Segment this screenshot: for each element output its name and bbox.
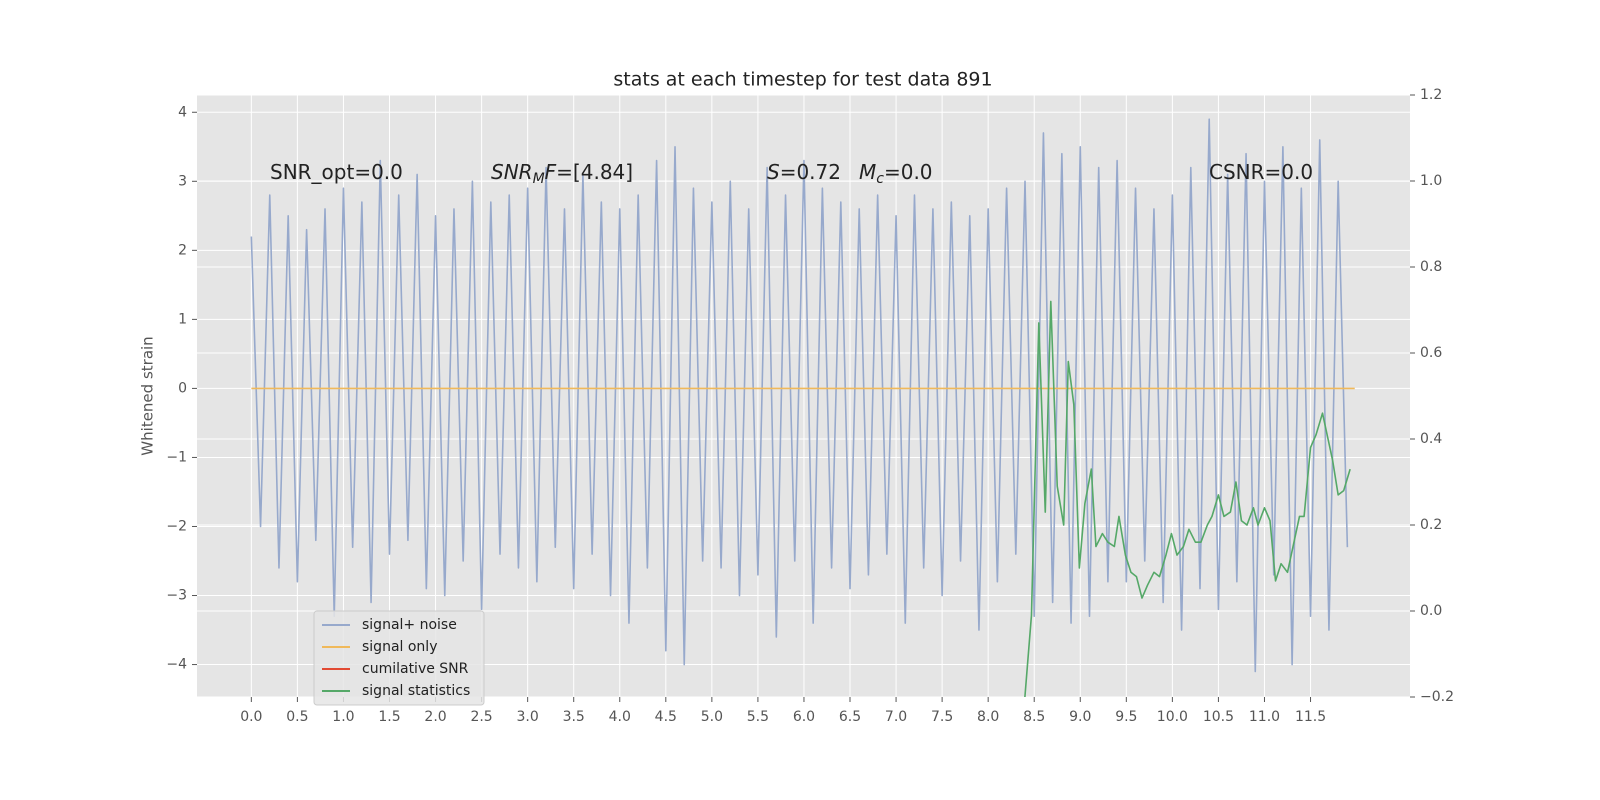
annotation-text: =0.0 [884, 160, 933, 184]
x-tick-label: 3.5 [563, 709, 585, 725]
annotation-text: =[4.84] [556, 160, 633, 184]
x-tick-label: 10.5 [1203, 709, 1234, 725]
y-tick-label: −3 [166, 588, 187, 604]
y2-tick-label: −0.2 [1420, 689, 1454, 705]
x-tick-label: 5.5 [747, 709, 769, 725]
x-tick-label: 1.0 [332, 709, 354, 725]
x-tick-label: 7.5 [931, 709, 953, 725]
legend: signal+ noise signal only cumilative SNR si… [313, 610, 485, 706]
y2-tick-label: 0.6 [1420, 345, 1442, 361]
x-tick-label: 9.5 [1115, 709, 1137, 725]
y-tick-label: 0 [178, 380, 187, 396]
y-tick-label: 4 [178, 104, 187, 120]
legend-box [313, 610, 485, 706]
x-tick-label: 10.0 [1157, 709, 1188, 725]
y-axis-label: Whitened strain [139, 336, 157, 455]
x-tick-label: 8.0 [977, 709, 999, 725]
x-tick-label: 2.0 [424, 709, 446, 725]
x-tick-label: 11.0 [1249, 709, 1280, 725]
x-tick-label: 2.5 [470, 709, 492, 725]
annotation-text: SNR_opt=0.0 [270, 160, 403, 184]
legend-label: signal+ noise [362, 617, 457, 633]
x-tick-label: 0.0 [240, 709, 262, 725]
annotation-text: S [767, 160, 780, 184]
y-tick-label: 1 [178, 311, 187, 327]
legend-label: cumilative SNR [362, 661, 469, 677]
annotation: CSNR=0.0 [1209, 160, 1313, 184]
legend-label: signal only [362, 639, 437, 655]
x-tick-label: 4.0 [609, 709, 631, 725]
series-line [1024, 300, 1351, 697]
x-tick-label: 1.5 [378, 709, 400, 725]
x-tick-label: 6.0 [793, 709, 815, 725]
y-tick-label: 2 [178, 242, 187, 258]
annotation-text: CSNR=0.0 [1209, 160, 1313, 184]
x-tick-label: 6.5 [839, 709, 861, 725]
annotation-text: SNR [491, 160, 533, 184]
annotation: Mc=0.0 [859, 160, 933, 188]
x-tick-label: 9.0 [1069, 709, 1091, 725]
x-tick-label: 5.0 [701, 709, 723, 725]
annotation: S=0.72 [767, 160, 841, 184]
y-tick-label: −4 [166, 657, 187, 673]
y2-tick-label: 0.0 [1420, 603, 1442, 619]
annotation: SNRMF=[4.84] [491, 160, 633, 188]
x-tick-label: 7.0 [885, 709, 907, 725]
y-tick-label: −1 [166, 449, 187, 465]
annotation-text: =0.72 [780, 160, 841, 184]
y2-tick-label: 0.2 [1420, 517, 1442, 533]
x-tick-label: 3.0 [517, 709, 539, 725]
annotation-text: M [859, 160, 876, 184]
annotation-text: F [545, 160, 557, 184]
chart-title: stats at each timestep for test data 891 [613, 69, 992, 91]
annotation: SNR_opt=0.0 [270, 160, 403, 184]
annotation-subscript: M [533, 171, 545, 187]
y2-tick-label: 0.8 [1420, 259, 1442, 275]
x-tick-label: 4.5 [655, 709, 677, 725]
y-tick-label: −2 [166, 518, 187, 534]
y-tick-label: 3 [178, 173, 187, 189]
series-line [250, 118, 1349, 673]
marks [250, 118, 1355, 697]
y2-tick-label: 1.0 [1420, 173, 1442, 189]
x-tick-label: 8.5 [1023, 709, 1045, 725]
legend-label: signal statistics [362, 683, 470, 699]
y2-tick-label: 0.4 [1420, 431, 1442, 447]
y2-tick-label: 1.2 [1420, 87, 1442, 103]
axes: 0.0 0.5 1.0 1.5 2.0 2.5 3.0 3.5 4.0 4.5 5.0 5.5 6.0 6… [166, 87, 1454, 725]
x-tick-label: 0.5 [286, 709, 308, 725]
x-tick-label: 11.5 [1295, 709, 1326, 725]
annotation-subscript: c [876, 171, 884, 187]
